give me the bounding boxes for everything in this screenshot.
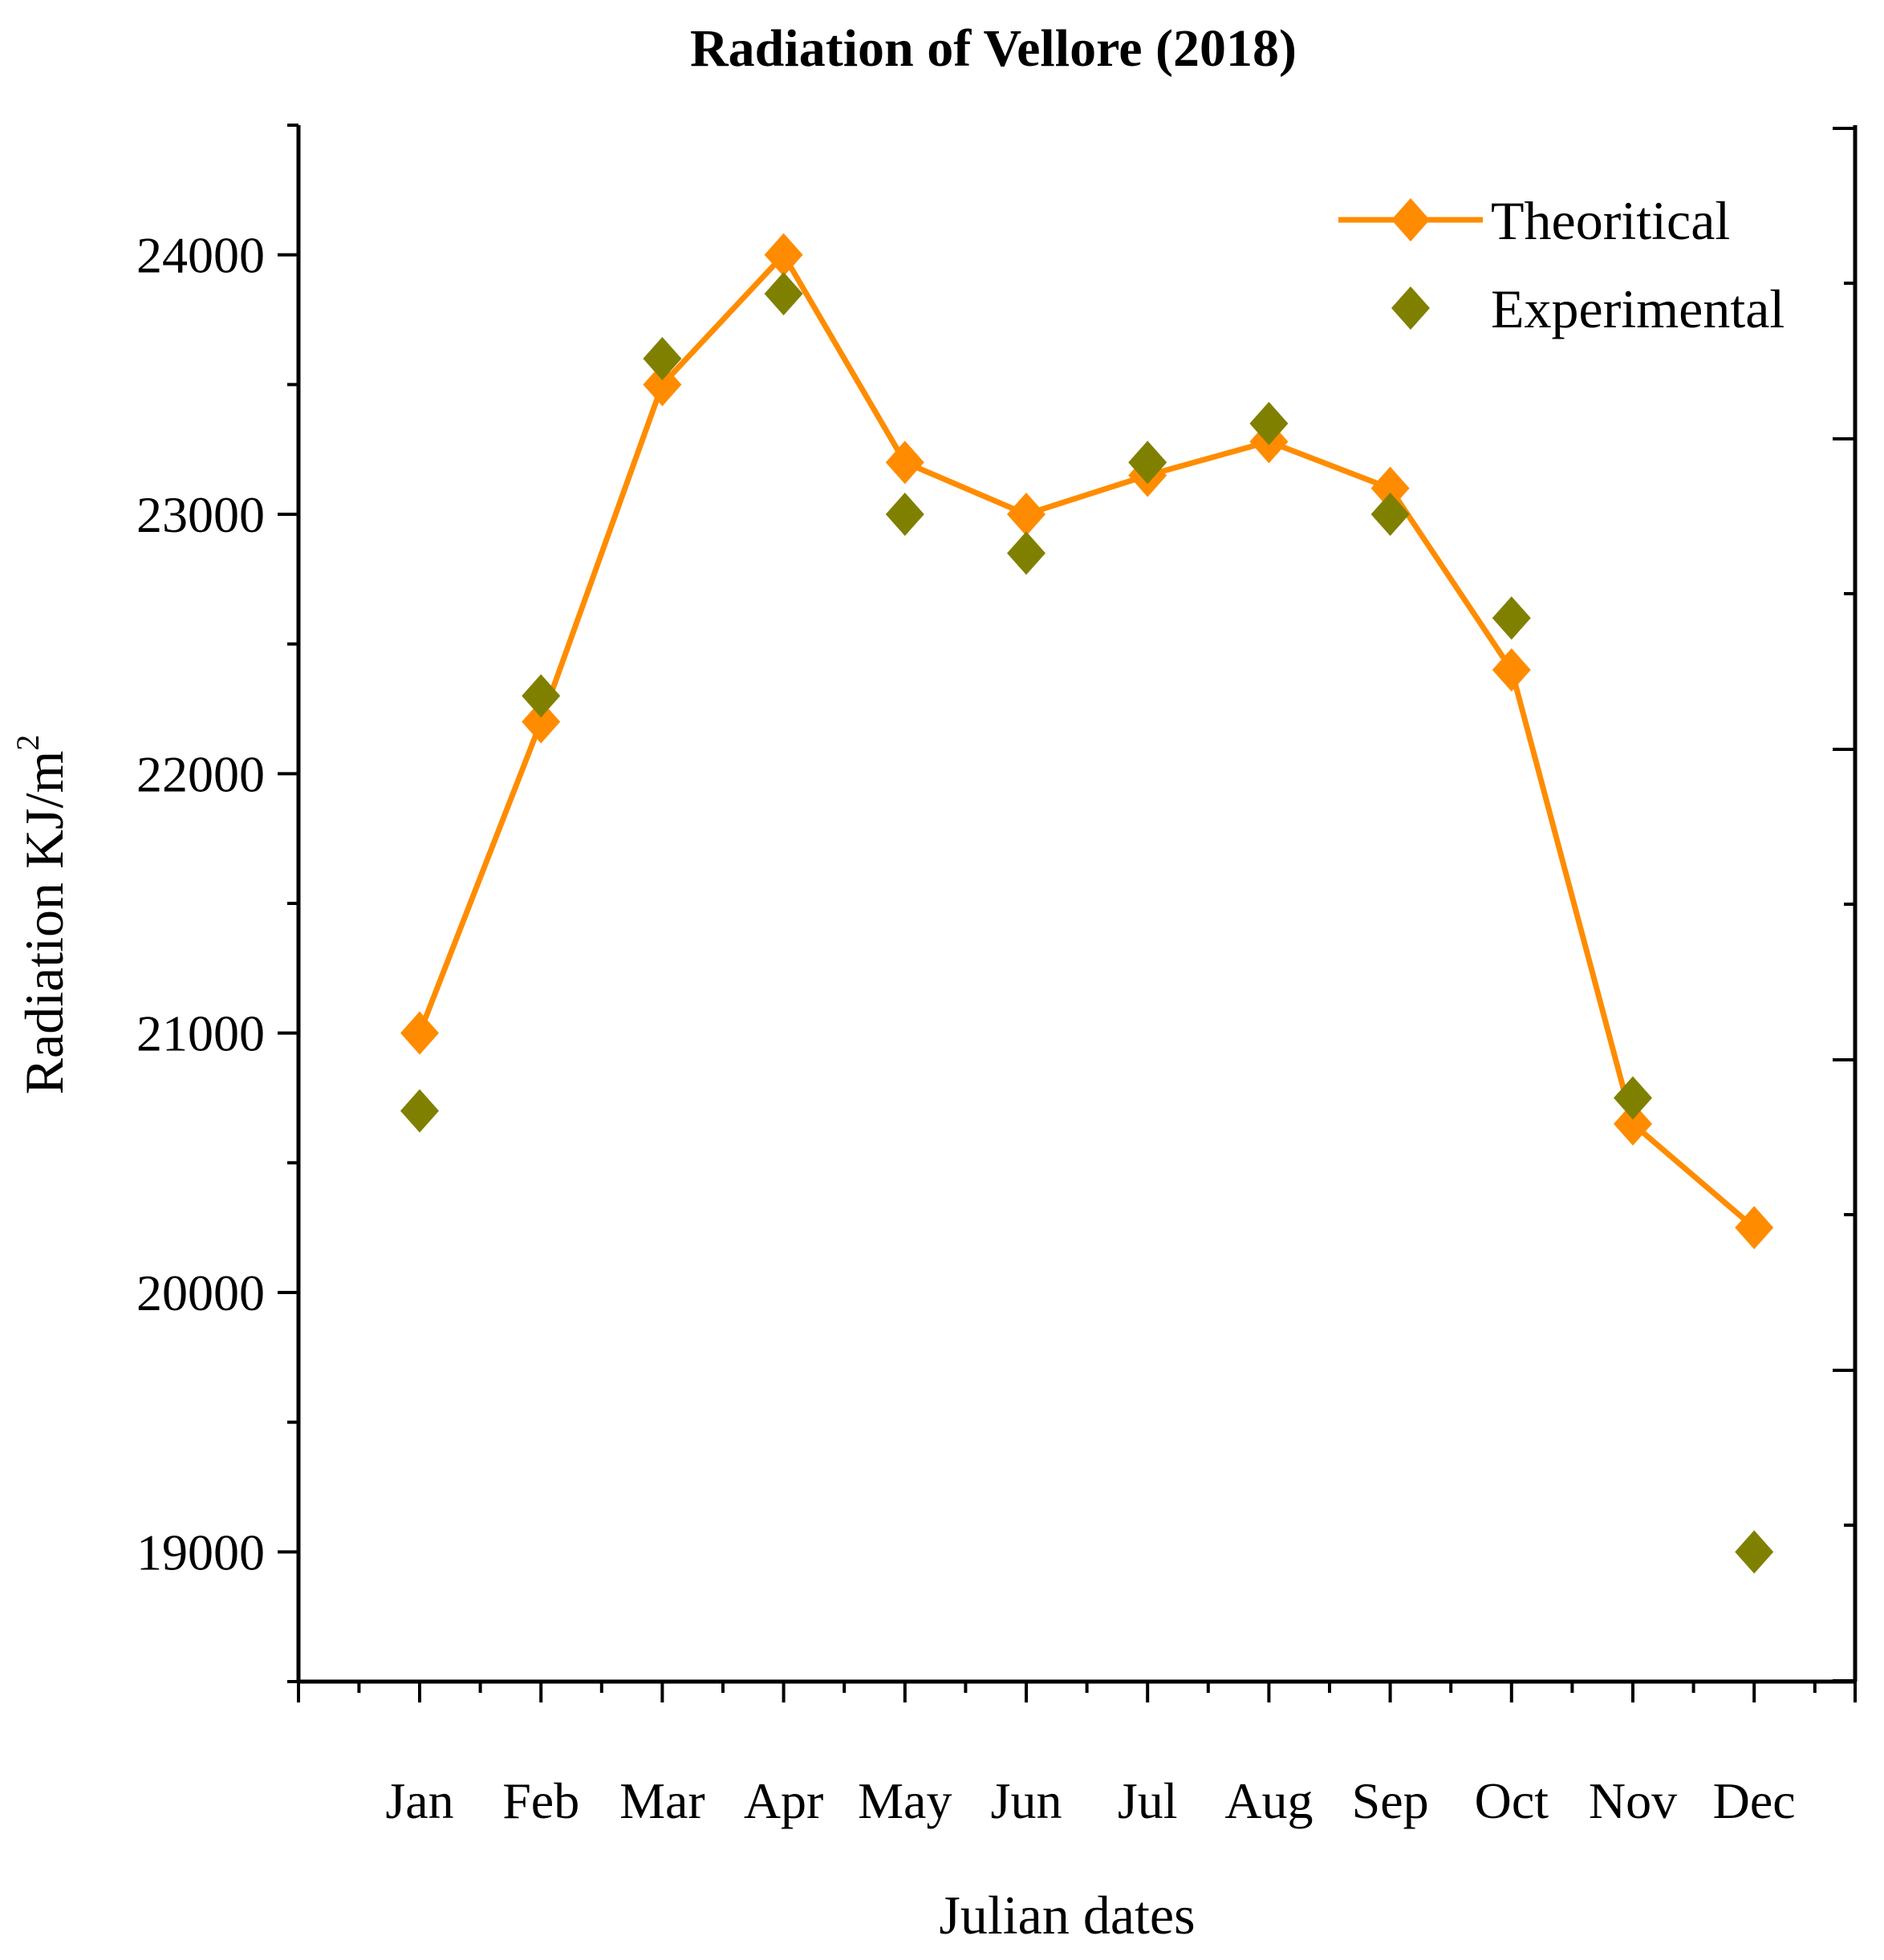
- plot-series: [400, 233, 1774, 1574]
- x-tick-label: Sep: [1352, 1772, 1429, 1829]
- legend-theoritical-label: Theoritical: [1491, 190, 1730, 251]
- x-tick-label: Jul: [1118, 1772, 1178, 1829]
- point-experimental-may: [885, 493, 924, 536]
- point-experimental-jun: [1007, 531, 1046, 575]
- point-experimental-apr: [764, 272, 803, 316]
- point-theoritical-dec: [1735, 1206, 1774, 1250]
- ticks: [278, 124, 1857, 1702]
- x-axis-label: Julian dates: [939, 1885, 1195, 1946]
- legend: Theoritical Experimental: [1338, 190, 1785, 339]
- tick-labels: 19000 20000 21000 22000 23000 24000 Jan Feb Mar A…: [136, 227, 1796, 1829]
- point-experimental-oct: [1492, 596, 1531, 640]
- x-tick-label: Oct: [1475, 1772, 1549, 1829]
- y-tick-label: 21000: [136, 1005, 265, 1062]
- point-experimental-feb: [522, 674, 561, 718]
- x-tick-label: Mar: [619, 1772, 705, 1829]
- point-experimental-jan: [400, 1089, 439, 1133]
- y-tick-label: 23000: [136, 486, 265, 543]
- x-tick-label: Feb: [502, 1772, 579, 1829]
- point-experimental-nov: [1614, 1076, 1652, 1120]
- point-theoritical-mar: [643, 363, 682, 407]
- x-tick-label: Apr: [744, 1772, 824, 1829]
- x-tick-label: May: [858, 1772, 952, 1829]
- axes: [296, 125, 1858, 1684]
- y-axis-label-superscript: 2: [10, 735, 46, 751]
- point-experimental-dec: [1735, 1530, 1774, 1574]
- point-experimental-sep: [1370, 493, 1410, 536]
- point-theoritical-sep: [1370, 466, 1410, 510]
- point-theoritical-nov: [1614, 1102, 1652, 1146]
- legend-experimental-marker: [1391, 286, 1430, 330]
- chart-title: Radiation of Vellore (2018): [690, 19, 1297, 78]
- legend-theoritical-marker: [1391, 198, 1430, 241]
- series-theoritical: [400, 233, 1774, 1250]
- point-experimental-jul: [1128, 440, 1167, 485]
- y-tick-label: 20000: [136, 1264, 265, 1321]
- y-axis-label: Radiation KJ/m2: [10, 735, 75, 1095]
- series-experimental: [400, 272, 1774, 1574]
- x-tick-label: Jan: [385, 1772, 453, 1829]
- series-line: [416, 252, 1756, 1230]
- point-experimental-aug: [1249, 401, 1289, 445]
- point-theoritical-oct: [1492, 648, 1531, 692]
- x-tick-label: Jun: [991, 1772, 1062, 1829]
- x-tick-label: Dec: [1713, 1772, 1796, 1829]
- point-theoritical-may: [885, 440, 924, 485]
- point-theoritical-jun: [1007, 493, 1046, 536]
- x-tick-label: Aug: [1224, 1772, 1313, 1829]
- y-tick-label: 24000: [136, 227, 265, 284]
- x-tick-label: Nov: [1589, 1772, 1677, 1829]
- point-theoritical-feb: [522, 700, 561, 744]
- y-tick-label: 22000: [136, 745, 265, 802]
- point-theoritical-jan: [400, 1011, 439, 1055]
- point-experimental-mar: [643, 337, 682, 380]
- legend-experimental-label: Experimental: [1491, 278, 1785, 339]
- point-theoritical-apr: [764, 233, 803, 277]
- y-tick-label: 19000: [136, 1524, 265, 1581]
